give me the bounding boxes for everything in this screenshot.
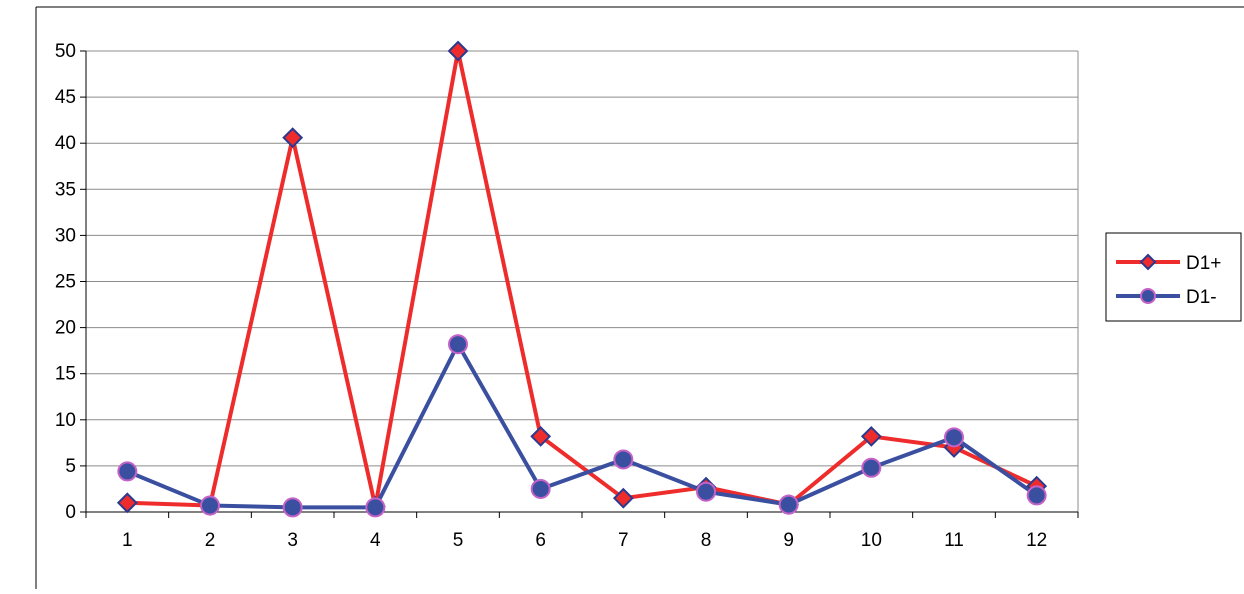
d1-minus-point xyxy=(696,481,716,502)
x-tick-label: 2 xyxy=(205,530,216,551)
y-tick-label: 10 xyxy=(55,410,76,431)
legend-box xyxy=(1105,232,1242,322)
x-tick-labels: 1 2 3 4 5 6 7 8 9 10 11 12 xyxy=(122,530,1047,551)
y-tick-label: 30 xyxy=(55,225,76,246)
d1-plus-point xyxy=(447,40,469,62)
series-line-d1-minus xyxy=(126,342,1038,510)
y-tick-label: 5 xyxy=(65,456,76,477)
legend-label: D1- xyxy=(1186,287,1217,308)
d1-minus-point xyxy=(1026,485,1047,506)
x-tick-label: 7 xyxy=(618,530,629,551)
d1-minus-point xyxy=(365,497,386,518)
x-tick-label: 6 xyxy=(535,530,546,551)
d1-minus-point xyxy=(613,449,634,470)
x-tick-label: 1 xyxy=(122,530,133,551)
x-tick-label: 5 xyxy=(453,530,464,551)
x-tick-label: 11 xyxy=(944,530,964,551)
x-tick-label: 8 xyxy=(701,530,712,551)
d1-minus-point xyxy=(778,494,799,515)
d1-minus-point xyxy=(944,427,964,448)
d1-minus-point xyxy=(530,478,551,499)
y-tick-label: 50 xyxy=(55,41,76,62)
d1-plus-point xyxy=(612,487,634,509)
d1-plus-point xyxy=(530,425,552,447)
legend-circle-marker xyxy=(1140,288,1156,304)
d1-minus-point xyxy=(861,457,882,478)
axes xyxy=(80,50,1079,518)
y-tick-label: 0 xyxy=(65,502,76,523)
d1-minus-point xyxy=(282,497,303,518)
d1-plus-point xyxy=(860,425,882,447)
d1-minus-point xyxy=(200,495,220,516)
d1-plus-point xyxy=(116,492,138,514)
y-tick-label: 25 xyxy=(55,272,76,293)
series-markers xyxy=(116,40,1048,518)
legend-diamond-marker xyxy=(1139,253,1157,271)
legend-label: D1+ xyxy=(1186,253,1221,274)
x-tick-label: 9 xyxy=(783,530,794,551)
x-tick-label: 3 xyxy=(287,530,298,551)
legend: D1+ D1- xyxy=(1105,232,1242,322)
x-tick-label: 12 xyxy=(1026,530,1047,551)
series-line-d1-plus xyxy=(127,49,1038,509)
d1-plus-point xyxy=(282,127,304,149)
y-tick-labels: 0 5 10 15 20 25 30 35 40 45 50 xyxy=(55,41,76,523)
x-tick-label: 10 xyxy=(861,530,882,551)
y-tick-label: 45 xyxy=(55,87,76,108)
y-tick-label: 35 xyxy=(55,179,76,200)
d1-minus-point xyxy=(448,334,468,355)
x-tick-label: 4 xyxy=(370,530,381,551)
series-lines xyxy=(126,49,1038,510)
d1-minus-point xyxy=(117,461,138,482)
y-tick-label: 15 xyxy=(55,364,76,385)
y-tick-label: 20 xyxy=(55,318,76,339)
y-tick-label: 40 xyxy=(55,133,76,154)
